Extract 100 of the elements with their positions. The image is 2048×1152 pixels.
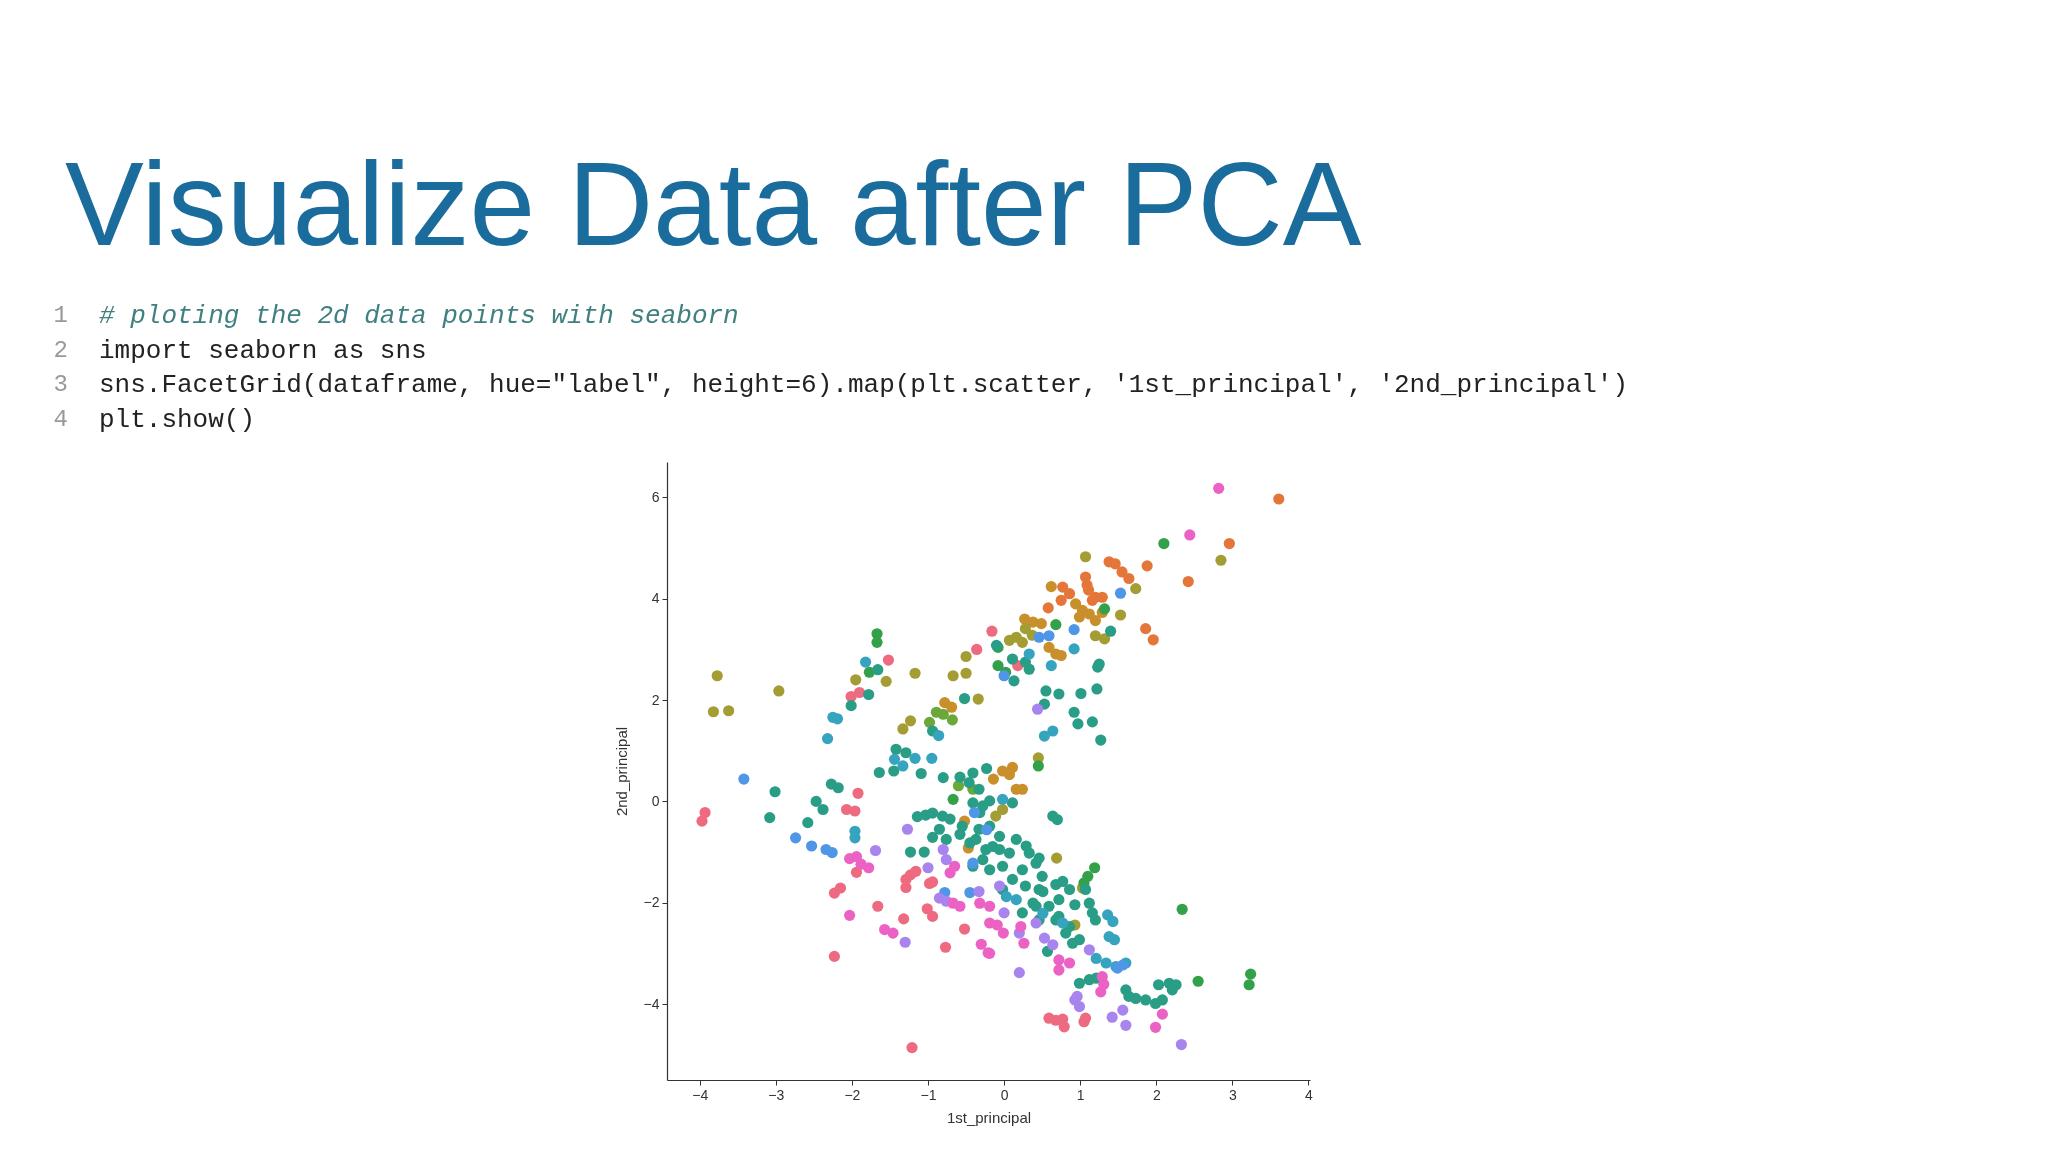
point — [1050, 619, 1062, 631]
point — [1003, 634, 1016, 646]
y-tick-label: 4 — [651, 590, 660, 607]
point — [1213, 482, 1225, 494]
point — [939, 941, 952, 953]
point — [821, 733, 834, 745]
point — [1043, 630, 1055, 642]
point — [971, 643, 983, 656]
point — [1223, 537, 1235, 550]
point — [981, 824, 993, 836]
point — [879, 923, 891, 936]
point — [987, 773, 1000, 785]
point — [1053, 964, 1065, 976]
point — [897, 723, 909, 735]
point — [1068, 624, 1080, 636]
point — [1045, 660, 1057, 672]
point — [849, 805, 861, 817]
point — [1215, 554, 1227, 566]
point — [888, 753, 901, 765]
point — [872, 900, 884, 912]
point — [1141, 560, 1153, 572]
point — [1107, 915, 1119, 928]
point — [1108, 934, 1121, 946]
point — [926, 910, 939, 922]
point — [973, 885, 985, 898]
text: 3 — [53, 371, 68, 399]
point — [1042, 602, 1054, 614]
point — [1245, 968, 1257, 980]
point — [972, 693, 984, 705]
point — [1273, 493, 1285, 505]
point — [1013, 967, 1025, 979]
point — [1033, 631, 1045, 643]
point — [1130, 583, 1142, 595]
point — [699, 806, 711, 819]
point — [909, 667, 921, 679]
point — [1032, 760, 1044, 772]
point — [1089, 614, 1101, 627]
point — [1073, 1000, 1086, 1013]
point — [1057, 917, 1069, 929]
point — [940, 854, 952, 866]
point — [1079, 551, 1092, 563]
point — [1063, 588, 1076, 600]
point — [853, 686, 866, 699]
text: # ploting the 2d data points with seaborn — [99, 301, 739, 331]
text: 4 — [53, 406, 68, 434]
text: 1 — [53, 302, 68, 329]
y-tick-label: −4 — [643, 995, 660, 1012]
point — [1089, 630, 1101, 642]
point — [887, 927, 899, 939]
point — [975, 938, 987, 950]
point — [947, 670, 959, 682]
point — [1147, 634, 1159, 646]
point — [949, 860, 961, 872]
point — [1047, 939, 1059, 951]
point — [901, 823, 914, 835]
point — [1016, 636, 1028, 648]
point — [1063, 957, 1076, 969]
point — [1019, 623, 1031, 635]
point — [922, 862, 934, 874]
point — [1184, 529, 1196, 541]
point — [897, 760, 909, 772]
point — [960, 667, 972, 679]
point — [1243, 979, 1255, 991]
point — [773, 685, 785, 697]
point — [1156, 1008, 1168, 1020]
point — [1114, 609, 1127, 621]
point — [880, 675, 892, 687]
point — [1023, 648, 1035, 660]
x-tick-label: 0 — [1000, 1086, 1009, 1103]
point — [954, 900, 966, 912]
point — [1051, 852, 1063, 864]
point — [1106, 1011, 1118, 1023]
point — [958, 923, 971, 935]
point — [1158, 537, 1170, 550]
point — [1000, 891, 1012, 903]
point — [696, 815, 708, 827]
point — [723, 705, 735, 717]
point — [1083, 944, 1095, 956]
point — [1090, 952, 1102, 965]
point — [828, 950, 840, 962]
point — [910, 865, 922, 877]
point — [844, 909, 856, 921]
point — [1070, 598, 1082, 610]
text: 2 — [53, 336, 68, 364]
point — [1073, 611, 1086, 623]
point — [1192, 975, 1204, 987]
point — [850, 674, 862, 686]
point — [1114, 587, 1127, 599]
point — [1117, 1004, 1129, 1016]
point — [1031, 703, 1044, 715]
point — [1071, 990, 1083, 1002]
point — [1038, 730, 1051, 742]
y-tick-label: 6 — [651, 488, 660, 505]
point — [1045, 581, 1057, 593]
point — [974, 897, 986, 909]
point — [1149, 1021, 1162, 1033]
point — [1068, 643, 1080, 655]
point — [923, 716, 936, 728]
point — [1098, 633, 1111, 645]
point — [937, 708, 949, 720]
